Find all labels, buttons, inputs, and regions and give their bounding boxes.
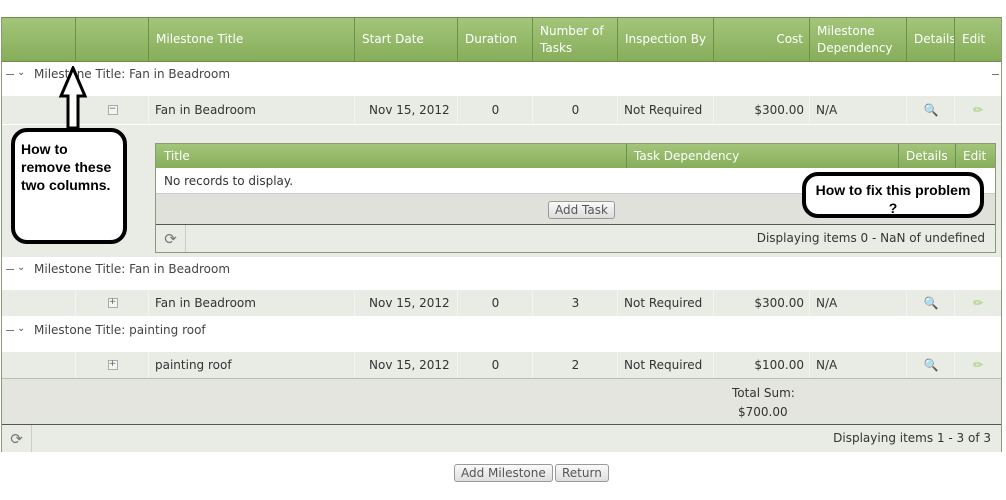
refresh-icon[interactable]: ⟳ <box>156 225 186 252</box>
plus-icon[interactable]: + <box>107 297 118 308</box>
magnifier-icon[interactable]: 🔍 <box>906 352 955 378</box>
refresh-icon[interactable]: ⟳ <box>2 425 32 452</box>
empty-message: No records to display. <box>156 168 995 194</box>
header-col-1 <box>1 18 76 61</box>
group-label: Milestone Title: painting roof <box>34 323 206 337</box>
expand-button[interactable]: + <box>75 352 149 378</box>
header-cost[interactable]: Cost <box>713 18 810 61</box>
tree-line <box>6 330 14 331</box>
cell-dependency: N/A <box>809 352 907 378</box>
header-milestone-title[interactable]: Milestone Title <box>148 18 355 61</box>
cell-tasks: 3 <box>532 290 618 316</box>
group-header[interactable]: ⌄ Milestone Title: painting roof <box>2 318 1001 344</box>
total-value: $700.00 <box>738 405 788 419</box>
milestone-grid: Milestone Title Start Date Duration Numb… <box>1 17 1002 452</box>
cell-tasks: 2 <box>532 352 618 378</box>
annotation-fix-problem: How to fix this problem ? <box>802 172 984 218</box>
pencil-icon[interactable]: ✏ <box>954 290 1001 316</box>
magnifier-icon[interactable]: 🔍 <box>906 290 955 316</box>
group-label: Milestone Title: Fan in Beadroom <box>34 262 231 276</box>
return-button[interactable]: Return <box>555 464 609 482</box>
grid-footer: Total Sum: $700.00 <box>2 378 1001 424</box>
header-col-2 <box>75 18 149 61</box>
arrow-up-annotation <box>58 66 88 130</box>
nested-task-panel: Title Task Dependency Details Edit No re… <box>2 125 1001 257</box>
minus-icon[interactable]: − <box>107 104 118 115</box>
header-number-of-tasks[interactable]: Number of Tasks <box>532 18 618 61</box>
cell-duration: 0 <box>457 96 533 124</box>
cell-inspection: Not Required <box>617 352 714 378</box>
header-duration[interactable]: Duration <box>457 18 533 61</box>
cell-tasks: 0 <box>532 96 618 124</box>
add-milestone-button[interactable]: Add Milestone <box>454 464 553 482</box>
group-header[interactable]: ⌄ Milestone Title: Fan in Beadroom <box>2 62 1001 88</box>
pager-info: Displaying items 0 - NaN of undefined <box>756 231 985 245</box>
header-details: Details <box>906 18 956 61</box>
cell-start: Nov 15, 2012 <box>354 96 458 124</box>
header-edit: Edit <box>954 18 1001 61</box>
header-edit: Edit <box>955 144 986 168</box>
cell-inspection: Not Required <box>617 96 714 124</box>
header-details: Details <box>898 144 948 168</box>
header-start-date[interactable]: Start Date <box>354 18 458 61</box>
header-inspection-by[interactable]: Inspection By <box>617 18 714 61</box>
annotation-remove-columns: How to remove these two columns. <box>11 128 127 244</box>
cell-dependency: N/A <box>809 96 907 124</box>
grid-pager: ⟳ Displaying items 1 - 3 of 3 <box>2 424 1001 452</box>
chevron-down-icon[interactable]: ⌄ <box>17 67 26 78</box>
cell-cost: $100.00 <box>713 352 810 378</box>
tree-line <box>992 74 999 75</box>
cell-cost: $300.00 <box>713 290 810 316</box>
task-pager: ⟳ Displaying items 0 - NaN of undefined <box>156 224 995 252</box>
cell-duration: 0 <box>457 352 533 378</box>
task-grid-header: Title Task Dependency Details Edit <box>156 144 995 168</box>
header-milestone-dependency[interactable]: Milestone Dependency <box>809 18 907 61</box>
tree-line <box>6 74 14 75</box>
table-row: + Fan in Beadroom Nov 15, 2012 0 3 Not R… <box>2 290 1001 316</box>
cell-title: Fan in Beadroom <box>148 290 355 316</box>
group-header[interactable]: ⌄ Milestone Title: Fan in Beadroom <box>2 257 1001 283</box>
cell-start: Nov 15, 2012 <box>354 352 458 378</box>
cell-duration: 0 <box>457 290 533 316</box>
chevron-down-icon[interactable]: ⌄ <box>17 323 26 334</box>
cell-inspection: Not Required <box>617 290 714 316</box>
chevron-down-icon[interactable]: ⌄ <box>17 262 26 273</box>
header-title[interactable]: Title <box>164 149 190 163</box>
cell-title: painting roof <box>148 352 355 378</box>
plus-icon[interactable]: + <box>107 359 118 370</box>
pencil-icon[interactable]: ✏ <box>954 96 1001 124</box>
cell-title: Fan in Beadroom <box>148 96 355 124</box>
table-row: − Fan in Beadroom Nov 15, 2012 0 0 Not R… <box>2 96 1001 124</box>
grid-header: Milestone Title Start Date Duration Numb… <box>2 18 1001 62</box>
group-label: Milestone Title: Fan in Beadroom <box>34 67 231 81</box>
cell-cost: $300.00 <box>713 96 810 124</box>
total-label: Total Sum: <box>732 386 795 400</box>
magnifier-icon[interactable]: 🔍 <box>906 96 955 124</box>
tree-line <box>6 269 14 270</box>
pager-info: Displaying items 1 - 3 of 3 <box>833 431 991 445</box>
add-task-button[interactable]: Add Task <box>548 201 615 219</box>
expand-button[interactable]: + <box>75 290 149 316</box>
cell-start: Nov 15, 2012 <box>354 290 458 316</box>
pencil-icon[interactable]: ✏ <box>954 352 1001 378</box>
header-task-dependency[interactable]: Task Dependency <box>626 144 739 168</box>
cell-dependency: N/A <box>809 290 907 316</box>
table-row: + painting roof Nov 15, 2012 0 2 Not Req… <box>2 352 1001 378</box>
